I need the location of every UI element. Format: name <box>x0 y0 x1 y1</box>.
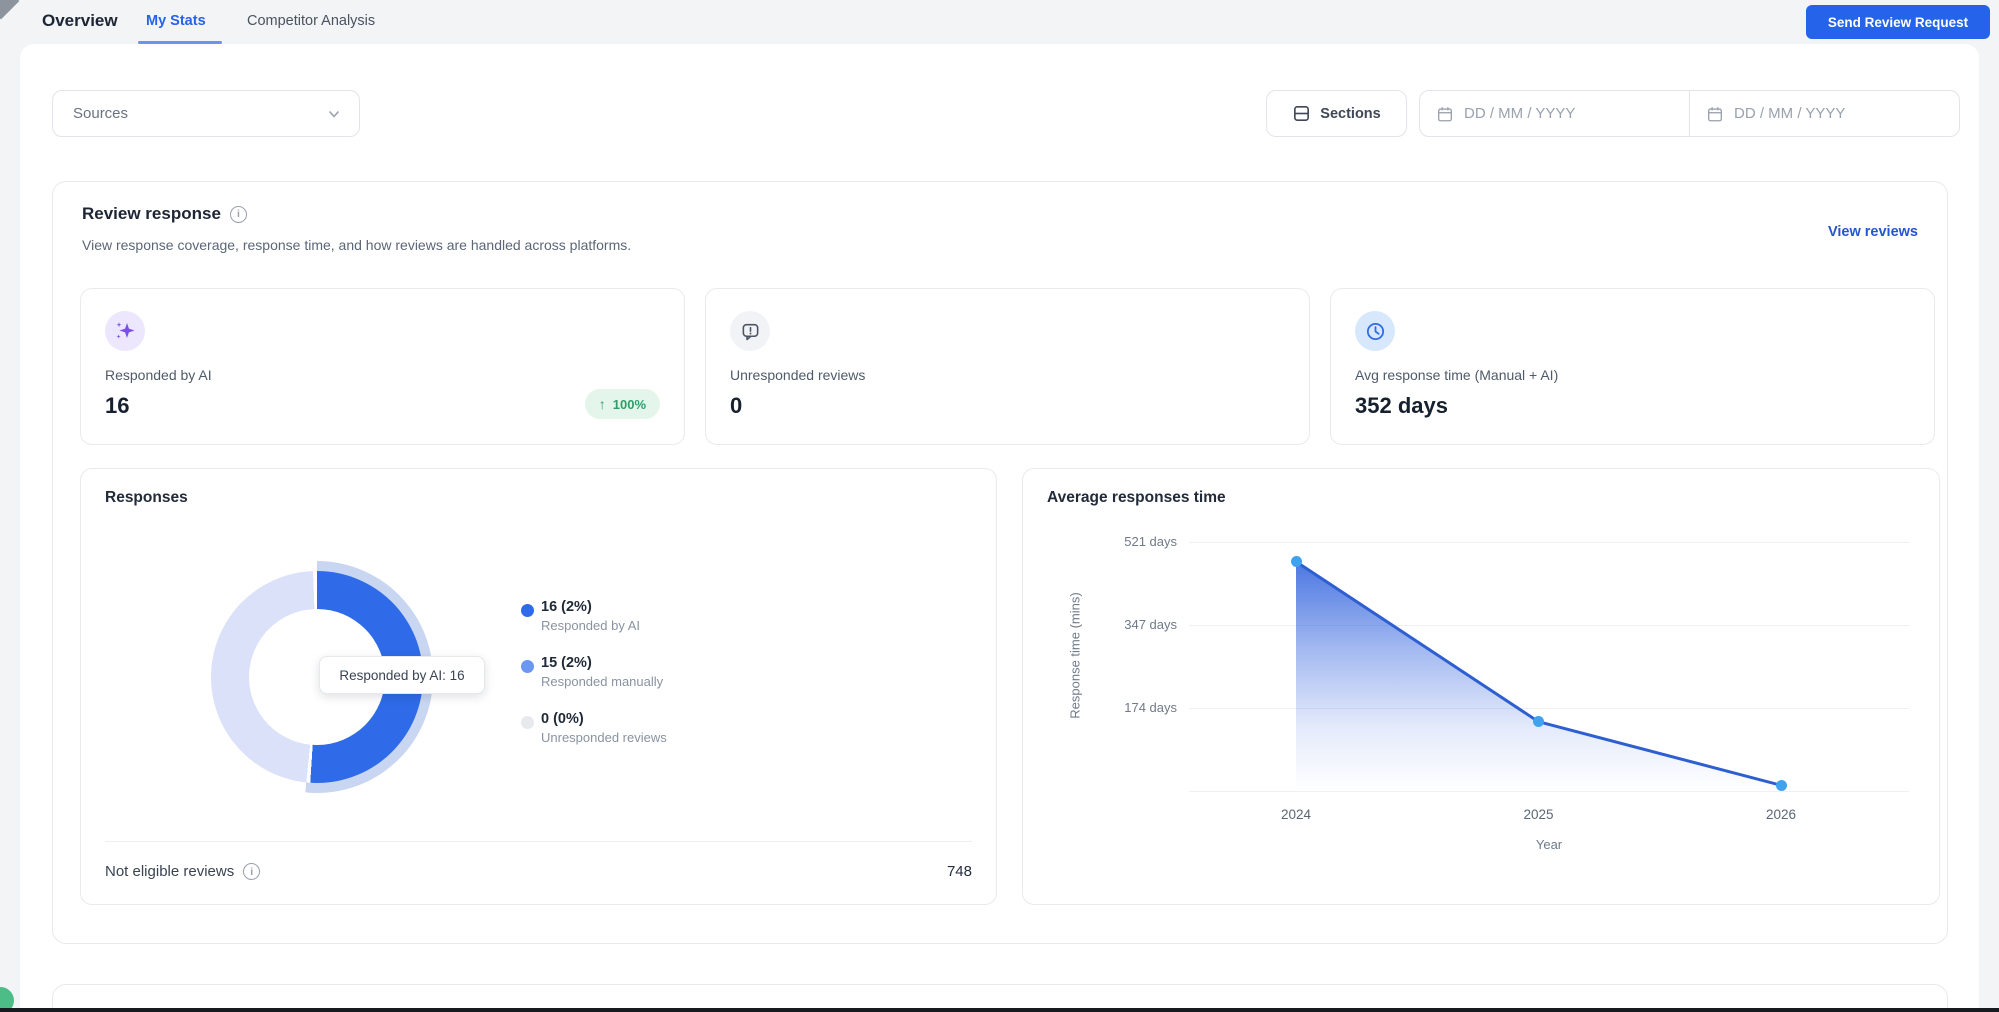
date-start-placeholder: DD / MM / YYYY <box>1464 105 1576 122</box>
x-tick-label: 2025 <box>1523 807 1554 822</box>
stat-delta-badge: ↑ 100% <box>584 389 660 419</box>
info-icon[interactable]: i <box>229 205 247 223</box>
window-bottom-edge <box>0 1008 1999 1012</box>
stat-card-avg-response-time: Avg response time (Manual + AI) 352 days <box>1330 288 1935 445</box>
y-axis-tick-labels: 521 days 347 days 174 days <box>1043 521 1177 791</box>
data-point[interactable] <box>1533 716 1544 728</box>
line-chart-plot-area[interactable] <box>1189 521 1909 792</box>
average-responses-time-card: Average responses time Response time (mi… <box>1022 468 1940 905</box>
x-axis-title: Year <box>1535 837 1563 852</box>
stat-card-unresponded: Unresponded reviews 0 <box>705 288 1310 445</box>
date-end-input[interactable]: DD / MM / YYYY <box>1690 91 1959 136</box>
chat-alert-icon <box>730 311 770 351</box>
stat-value: 16 <box>105 393 130 418</box>
stat-label: Responded by AI <box>105 367 212 383</box>
info-icon[interactable]: i <box>243 863 261 880</box>
date-range-picker: DD / MM / YYYY DD / MM / YYYY <box>1419 90 1960 137</box>
legend-item-unresponded[interactable]: 0 (0%) Unresponded reviews <box>521 711 667 745</box>
legend-dot <box>521 716 534 729</box>
sections-button-label: Sections <box>1320 105 1381 122</box>
calendar-icon <box>1706 105 1724 123</box>
clock-icon <box>1355 311 1395 351</box>
data-point[interactable] <box>1775 779 1787 791</box>
legend-label: Responded by AI <box>541 618 641 633</box>
data-point[interactable] <box>1290 556 1302 568</box>
date-end-placeholder: DD / MM / YYYY <box>1734 105 1846 122</box>
responses-card-title: Responses <box>105 489 188 506</box>
stat-value: 352 days <box>1355 393 1448 418</box>
review-response-title-text: Review response <box>82 204 221 223</box>
stat-delta-value: 100% <box>612 396 646 412</box>
review-response-title: Review response i <box>82 204 247 224</box>
legend-dot <box>521 660 534 673</box>
review-response-subtitle: View response coverage, response time, a… <box>82 237 632 253</box>
date-range-divider <box>1689 91 1690 136</box>
legend-label: Responded manually <box>541 674 664 689</box>
not-eligible-reviews-label: Not eligible reviews i <box>105 863 261 880</box>
y-tick-label: 347 days <box>1124 617 1177 633</box>
view-reviews-link[interactable]: View reviews <box>1827 224 1918 240</box>
x-tick-label: 2024 <box>1280 807 1312 822</box>
next-section-card-partial <box>52 984 1948 1012</box>
avg-responses-card-title: Average responses time <box>1047 489 1226 506</box>
legend-value: 0 (0%) <box>541 711 584 727</box>
gridline <box>1189 791 1909 792</box>
active-tab-underline <box>138 41 222 44</box>
calendar-icon <box>1436 105 1454 123</box>
donut-tooltip: Responded by AI: 16 <box>319 656 485 694</box>
stat-value: 0 <box>730 393 743 418</box>
not-eligible-reviews-text: Not eligible reviews <box>105 863 235 880</box>
stat-label: Avg response time (Manual + AI) <box>1355 367 1559 383</box>
date-start-input[interactable]: DD / MM / YYYY <box>1420 91 1689 136</box>
tab-my-stats[interactable]: My Stats <box>146 13 206 29</box>
y-tick-label: 174 days <box>1124 699 1177 715</box>
tab-competitor-analysis[interactable]: Competitor Analysis <box>247 13 376 29</box>
card-divider <box>105 841 972 842</box>
legend-dot <box>521 604 534 617</box>
responses-donut-chart <box>201 561 433 793</box>
legend-value: 15 (2%) <box>541 655 592 671</box>
sections-button[interactable]: Sections <box>1266 90 1407 137</box>
x-axis-tick-labels: 2024 2025 2026 <box>1189 807 1909 827</box>
legend-label: Unresponded reviews <box>541 730 667 745</box>
x-tick-label: 2026 <box>1765 807 1797 822</box>
legend-item-responded-by-ai[interactable]: 16 (2%) Responded by AI <box>521 599 640 633</box>
gridline <box>1189 707 1909 709</box>
legend-item-responded-manually[interactable]: 15 (2%) Responded manually <box>521 655 663 689</box>
arrow-up-icon: ↑ <box>598 396 606 412</box>
y-tick-label: 521 days <box>1124 534 1177 549</box>
not-eligible-reviews-value: 748 <box>946 863 972 880</box>
send-review-request-button[interactable]: Send Review Request <box>1806 5 1990 39</box>
ai-sparkles-icon <box>105 311 145 351</box>
legend-value: 16 (2%) <box>541 599 592 615</box>
window-corner-artifact <box>0 0 20 20</box>
chevron-down-icon <box>327 107 341 121</box>
stat-card-responded-by-ai: Responded by AI 16 ↑ 100% <box>80 288 685 445</box>
page-title: Overview <box>42 11 118 30</box>
responses-card: Responses Responded by AI: 16 16 (2%) Re… <box>80 468 997 905</box>
sections-icon <box>1292 104 1311 123</box>
gridline <box>1189 542 1909 543</box>
sources-select[interactable]: Sources <box>52 90 360 137</box>
sources-select-label: Sources <box>73 105 129 122</box>
stat-label: Unresponded reviews <box>730 367 866 383</box>
gridline <box>1189 625 1909 627</box>
chat-widget-bubble[interactable] <box>0 987 14 1012</box>
